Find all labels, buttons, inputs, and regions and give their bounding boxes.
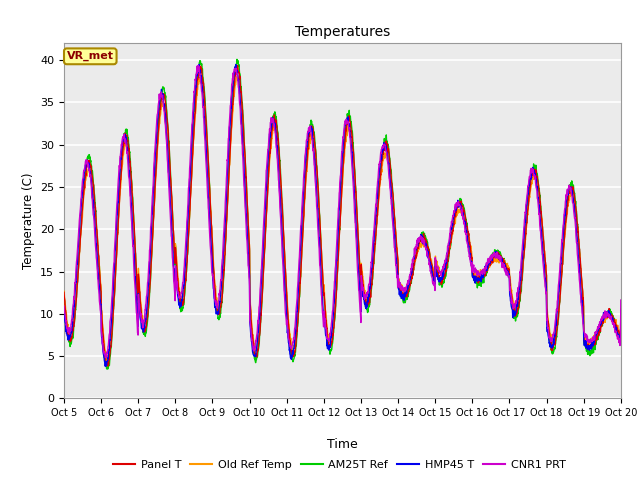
Y-axis label: Temperature (C): Temperature (C) [22, 172, 35, 269]
Title: Temperatures: Temperatures [295, 25, 390, 39]
Legend: Panel T, Old Ref Temp, AM25T Ref, HMP45 T, CNR1 PRT: Panel T, Old Ref Temp, AM25T Ref, HMP45 … [109, 456, 570, 474]
X-axis label: Time: Time [327, 438, 358, 451]
Text: VR_met: VR_met [67, 51, 114, 61]
